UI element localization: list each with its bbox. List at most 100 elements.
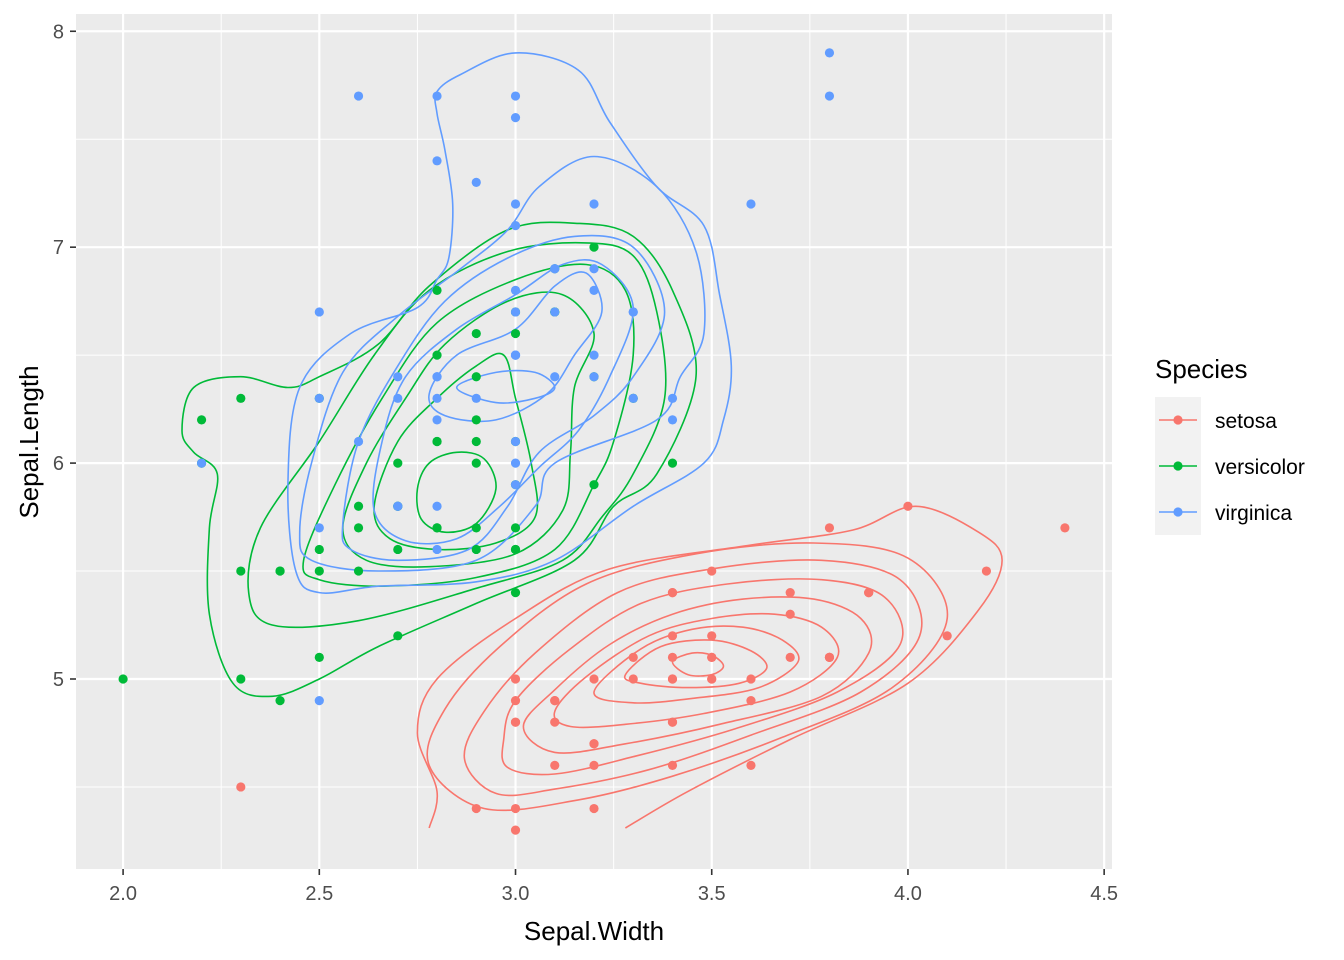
setosa-point [942,631,952,641]
versicolor-point [471,328,481,339]
versicolor-point [432,350,442,360]
versicolor-point [236,566,246,576]
versicolor-point [589,242,599,252]
versicolor-point [510,328,521,339]
versicolor-point [196,415,207,425]
legend-title: Species [1155,354,1248,384]
setosa-density-contour [671,651,725,677]
y-tick-label: 8 [53,21,64,43]
setosa-point [981,566,992,576]
y-tick-label: 6 [53,453,64,475]
virginica-point [393,501,403,511]
virginica-point [550,372,560,382]
virginica-point [510,458,521,468]
virginica-point [432,372,442,382]
virginica-point [432,156,442,166]
legend-label-versicolor: versicolor [1215,456,1305,479]
setosa-point [667,652,678,663]
setosa-point [667,631,678,641]
versicolor-point [314,544,324,555]
setosa-point [510,695,521,706]
setosa-point [707,652,717,663]
x-tick-label: 4.0 [894,883,922,905]
setosa-point [236,782,246,792]
versicolor-point [353,523,364,533]
density-contours [181,52,1003,829]
versicolor-point [353,566,364,576]
versicolor-point [432,523,442,533]
virginica-point [746,199,756,209]
versicolor-point [275,695,285,706]
setosa-point [667,588,678,598]
virginica-point [314,695,324,706]
versicolor-point [393,544,403,555]
setosa-density-contour [501,578,904,776]
x-axis: 2.0 2.5 3.0 3.5 4.0 4.5 [109,869,1118,905]
x-tick-label: 4.5 [1090,883,1118,905]
legend-label-setosa: setosa [1215,410,1277,433]
setosa-point [824,652,835,663]
virginica-point [432,501,442,511]
virginica-point [196,458,207,468]
setosa-point [589,760,599,770]
virginica-point [589,285,599,295]
versicolor-point [236,674,246,684]
virginica-point [314,523,324,533]
versicolor-point [471,372,481,382]
virginica-point [510,91,521,101]
versicolor-point [510,588,521,598]
legend-keys: setosa versicolor virginica [1155,397,1305,535]
legend-key-point [1173,415,1183,425]
y-axis: 5 6 7 8 [53,21,76,691]
versicolor-density-contour [181,221,698,698]
x-tick-label: 2.0 [109,883,137,905]
virginica-point [510,113,521,123]
virginica-point [432,91,442,101]
x-tick-label: 3.0 [502,883,530,905]
virginica-point [393,372,403,382]
setosa-point [510,803,521,814]
versicolor-point [471,523,481,533]
virginica-point [353,91,364,101]
virginica-point [471,393,481,403]
setosa-point [707,566,717,576]
virginica-point [550,264,560,274]
setosa-density-contour [416,505,1003,829]
setosa-point [903,501,913,511]
y-tick-label: 7 [53,237,64,259]
virginica-point [589,350,599,360]
x-tick-label: 2.5 [305,883,333,905]
setosa-point [785,652,795,663]
data-points [118,48,1070,835]
setosa-point [550,717,560,727]
legend-key-point [1173,507,1183,517]
virginica-point [432,544,442,555]
versicolor-point [471,458,481,468]
versicolor-point [510,544,521,555]
versicolor-point [314,652,324,663]
setosa-point [746,760,756,770]
virginica-point [824,91,835,101]
virginica-point [550,307,560,317]
versicolor-point [314,566,324,576]
versicolor-point [589,480,599,490]
virginica-point [510,480,521,490]
virginica-point [510,220,521,231]
setosa-point [667,717,678,727]
setosa-point [628,674,638,684]
versicolor-point [432,285,442,295]
virginica-density-contour [455,369,556,404]
y-tick-label: 5 [53,669,64,691]
setosa-point [589,674,599,684]
setosa-density-contour [522,596,873,754]
virginica-point [510,436,521,447]
virginica-point [667,415,678,425]
setosa-point [550,760,560,770]
virginica-point [314,307,324,317]
versicolor-point [393,458,403,468]
versicolor-point [353,501,364,511]
versicolor-point [471,415,481,425]
setosa-point [667,674,678,684]
virginica-density-contour [287,52,733,594]
virginica-point [432,393,442,403]
